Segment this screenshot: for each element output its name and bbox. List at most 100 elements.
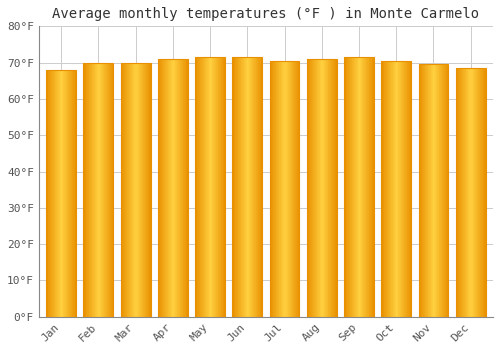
Bar	[53, 70, 54, 317]
Bar	[296, 61, 297, 317]
Bar	[99, 63, 100, 317]
Bar	[110, 63, 111, 317]
Bar	[441, 64, 442, 317]
Bar	[214, 57, 216, 317]
Bar	[65, 70, 66, 317]
Bar	[207, 57, 208, 317]
Bar	[459, 68, 460, 317]
Bar	[389, 61, 390, 317]
Bar	[447, 64, 448, 317]
Bar	[395, 61, 396, 317]
Bar	[344, 57, 374, 317]
Bar	[146, 63, 147, 317]
Bar	[283, 61, 284, 317]
Bar	[259, 57, 260, 317]
Bar	[213, 57, 214, 317]
Bar	[470, 68, 472, 317]
Bar	[84, 63, 85, 317]
Bar	[438, 64, 440, 317]
Bar	[361, 57, 362, 317]
Bar	[92, 63, 93, 317]
Bar	[86, 63, 87, 317]
Bar	[280, 61, 281, 317]
Bar	[468, 68, 469, 317]
Bar	[371, 57, 372, 317]
Bar	[372, 57, 373, 317]
Bar	[308, 59, 309, 317]
Bar	[202, 57, 203, 317]
Bar	[147, 63, 148, 317]
Bar	[232, 57, 233, 317]
Bar	[440, 64, 441, 317]
Bar	[282, 61, 283, 317]
Bar	[138, 63, 140, 317]
Bar	[204, 57, 205, 317]
Bar	[248, 57, 249, 317]
Bar	[243, 57, 244, 317]
Bar	[175, 59, 176, 317]
Bar	[205, 57, 206, 317]
Bar	[143, 63, 144, 317]
Bar	[67, 70, 68, 317]
Bar	[85, 63, 86, 317]
Bar	[460, 68, 461, 317]
Bar	[240, 57, 242, 317]
Bar	[179, 59, 180, 317]
Bar	[408, 61, 409, 317]
Bar	[291, 61, 292, 317]
Bar	[386, 61, 388, 317]
Bar	[212, 57, 213, 317]
Bar	[321, 59, 322, 317]
Bar	[210, 57, 211, 317]
Bar	[184, 59, 185, 317]
Bar	[128, 63, 129, 317]
Bar	[105, 63, 106, 317]
Bar	[275, 61, 276, 317]
Bar	[480, 68, 481, 317]
Bar	[164, 59, 166, 317]
Bar	[475, 68, 476, 317]
Bar	[476, 68, 478, 317]
Bar	[294, 61, 295, 317]
Bar	[362, 57, 364, 317]
Bar	[54, 70, 55, 317]
Bar	[87, 63, 88, 317]
Bar	[403, 61, 404, 317]
Bar	[144, 63, 146, 317]
Bar	[90, 63, 91, 317]
Bar	[365, 57, 366, 317]
Bar	[482, 68, 484, 317]
Bar	[431, 64, 432, 317]
Bar	[238, 57, 239, 317]
Bar	[385, 61, 386, 317]
Bar	[396, 61, 397, 317]
Bar	[158, 59, 188, 317]
Bar	[148, 63, 149, 317]
Bar	[109, 63, 110, 317]
Bar	[162, 59, 163, 317]
Bar	[392, 61, 394, 317]
Bar	[251, 57, 252, 317]
Bar	[160, 59, 161, 317]
Bar	[174, 59, 175, 317]
Bar	[170, 59, 172, 317]
Bar	[327, 59, 328, 317]
Bar	[123, 63, 124, 317]
Bar	[88, 63, 90, 317]
Bar	[272, 61, 274, 317]
Bar	[47, 70, 48, 317]
Bar	[418, 64, 420, 317]
Bar	[120, 63, 122, 317]
Bar	[312, 59, 313, 317]
Bar	[314, 59, 315, 317]
Bar	[485, 68, 486, 317]
Bar	[456, 68, 486, 317]
Bar	[436, 64, 437, 317]
Bar	[382, 61, 383, 317]
Bar	[271, 61, 272, 317]
Bar	[422, 64, 423, 317]
Bar	[208, 57, 210, 317]
Bar	[100, 63, 102, 317]
Bar	[126, 63, 128, 317]
Bar	[428, 64, 429, 317]
